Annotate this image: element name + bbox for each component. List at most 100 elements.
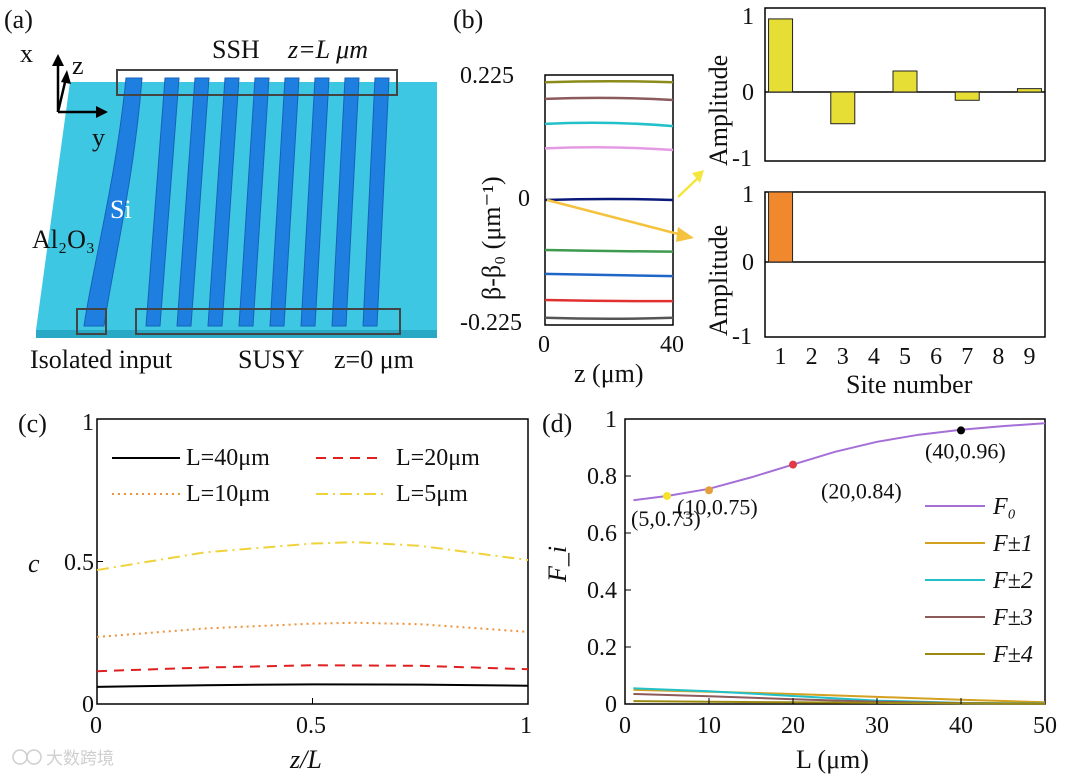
b-bottom-xtick-5: 5 bbox=[899, 344, 911, 370]
watermark: 大数跨境 bbox=[12, 749, 114, 769]
d-legend: F₀ F±1 F±2 F±3 F±4 bbox=[925, 494, 1033, 668]
b-top-bar-5 bbox=[892, 70, 918, 93]
d-marker-label-0: (5,0.73) bbox=[631, 506, 701, 531]
isolated-input-label: Isolated input bbox=[30, 345, 173, 374]
b-bottom-ytick-m1: -1 bbox=[732, 324, 752, 350]
d-series-4 bbox=[633, 700, 1046, 705]
c-legend-3: L=5μm bbox=[396, 481, 468, 507]
b-left-xlabel: z (μm) bbox=[574, 359, 644, 388]
d-marker-0 bbox=[663, 491, 671, 500]
waveguide-7 bbox=[331, 77, 360, 327]
d-ytick-1: 0.8 bbox=[587, 464, 617, 490]
c-legend-1: L=20μm bbox=[396, 445, 480, 471]
c-xlabel: z/L bbox=[289, 745, 322, 774]
c-legend: L=40μm L=20μm L=10μm L=5μm bbox=[112, 445, 480, 507]
d-ytick-3: 0.4 bbox=[587, 578, 617, 604]
b-left-xtick-0: 0 bbox=[538, 332, 550, 358]
c-legend-0: L=40μm bbox=[186, 445, 270, 471]
watermark-text: 大数跨境 bbox=[46, 749, 114, 769]
b-top-frame bbox=[764, 7, 1046, 162]
c-ytick-05: 0.5 bbox=[64, 550, 94, 576]
b-bottom-xtick-8: 8 bbox=[992, 344, 1004, 370]
b-bottom-xtick-4: 4 bbox=[868, 344, 880, 370]
b-left-ytick-bottom: -0.225 bbox=[460, 310, 522, 336]
substrate-label: Al₂O₃ bbox=[32, 225, 95, 254]
d-marker-label-1: (10,0.75) bbox=[677, 494, 758, 519]
c-ytick-0: 0 bbox=[82, 692, 94, 718]
waveguide-6 bbox=[300, 77, 330, 327]
d-marker-3 bbox=[957, 426, 965, 435]
d-ylabel: F_i bbox=[543, 546, 572, 583]
d-marker-label-2: (20,0.84) bbox=[821, 479, 902, 504]
axis-x-label: x bbox=[20, 39, 33, 68]
b-bottom-xtick-9: 9 bbox=[1023, 344, 1035, 370]
b-bottom-xlabel: Site number bbox=[846, 370, 973, 399]
d-frame bbox=[624, 418, 1046, 705]
ssh-label: SSH bbox=[212, 35, 260, 64]
b-top-bar-1 bbox=[768, 18, 794, 93]
d-xlabel: L (μm) bbox=[796, 745, 869, 774]
d-marker-1 bbox=[705, 486, 713, 495]
d-xtick-3: 30 bbox=[865, 713, 889, 739]
panel-label-b: (b) bbox=[453, 5, 483, 34]
b-left-arrow-down bbox=[546, 198, 694, 242]
waveguide-array bbox=[83, 77, 390, 327]
panel-label-c: (c) bbox=[18, 409, 47, 438]
waveguide-1 bbox=[145, 77, 180, 327]
c-series-1 bbox=[96, 664, 529, 673]
d-xtick-2: 20 bbox=[781, 713, 805, 739]
b-top-ytick-0: 0 bbox=[742, 80, 754, 106]
b-left-arrow-up bbox=[677, 170, 704, 198]
b-left-series-5 bbox=[544, 248, 674, 253]
waveguide-isolated bbox=[83, 77, 143, 327]
waveguide-4 bbox=[238, 77, 270, 327]
d-legend-label-3: F±3 bbox=[992, 605, 1033, 631]
c-ylabel: c bbox=[28, 549, 40, 578]
b-bottom-xtick-2: 2 bbox=[806, 344, 818, 370]
b-left-series-3 bbox=[544, 145, 674, 152]
b-top-ylabel: Amplitude bbox=[704, 55, 733, 166]
d-xtick-4: 40 bbox=[949, 713, 973, 739]
b-bottom-frame bbox=[764, 191, 1046, 338]
b-top-bar-9 bbox=[1016, 88, 1042, 93]
b-bottom-bar-1 bbox=[768, 191, 794, 263]
ssh-box bbox=[116, 69, 398, 96]
si-label: Si bbox=[110, 195, 132, 224]
d-ytick-0: 1 bbox=[605, 407, 617, 433]
b-left-ytick-mid: 0 bbox=[518, 186, 530, 212]
d-marker-2 bbox=[789, 460, 797, 469]
b-bottom-xtick-6: 6 bbox=[930, 344, 942, 370]
b-top-ytick-1: 1 bbox=[742, 4, 754, 30]
waveguide-5 bbox=[269, 77, 300, 327]
chart-b-left: 0.225 0 -0.225 0 40 z (μm) β-β₀ (μm⁻¹) bbox=[460, 63, 704, 388]
b-left-xtick-40: 40 bbox=[660, 332, 684, 358]
d-marker-label-3: (40,0.96) bbox=[925, 438, 1006, 463]
b-left-series-8 bbox=[544, 316, 674, 321]
c-series-0 bbox=[96, 683, 529, 688]
c-xtick-0: 0 bbox=[90, 713, 102, 739]
d-ytick-4: 0.2 bbox=[587, 635, 617, 661]
panel-label-a: (a) bbox=[4, 5, 33, 34]
chart-c: 1 0.5 0 0 0.5 1 z/L c L=40μm L=20μm L=10… bbox=[28, 410, 532, 774]
b-bottom-ytick-1: 1 bbox=[742, 182, 754, 208]
b-bottom-xtick-3: 3 bbox=[837, 344, 849, 370]
waveguide-3 bbox=[207, 77, 240, 327]
axis-z-label: z bbox=[72, 51, 84, 80]
d-xtick-0: 0 bbox=[619, 713, 631, 739]
d-ytick-2: 0.6 bbox=[587, 521, 617, 547]
waveguide-8 bbox=[362, 77, 390, 327]
susy-eq-label: z=0 μm bbox=[334, 345, 414, 374]
d-xtick-5: 50 bbox=[1033, 713, 1057, 739]
axis-y-label: y bbox=[92, 123, 105, 152]
b-bottom-ylabel: Amplitude bbox=[704, 225, 733, 336]
susy-label: SUSY bbox=[238, 345, 305, 374]
b-left-series-6 bbox=[544, 272, 674, 278]
chart-b-top: 1 0 -1 Amplitude bbox=[704, 4, 1046, 172]
d-xtick-1: 10 bbox=[697, 713, 721, 739]
c-ytick-1: 1 bbox=[82, 410, 94, 436]
b-left-ytick-top: 0.225 bbox=[460, 63, 514, 89]
isolated-input-box bbox=[76, 308, 107, 335]
